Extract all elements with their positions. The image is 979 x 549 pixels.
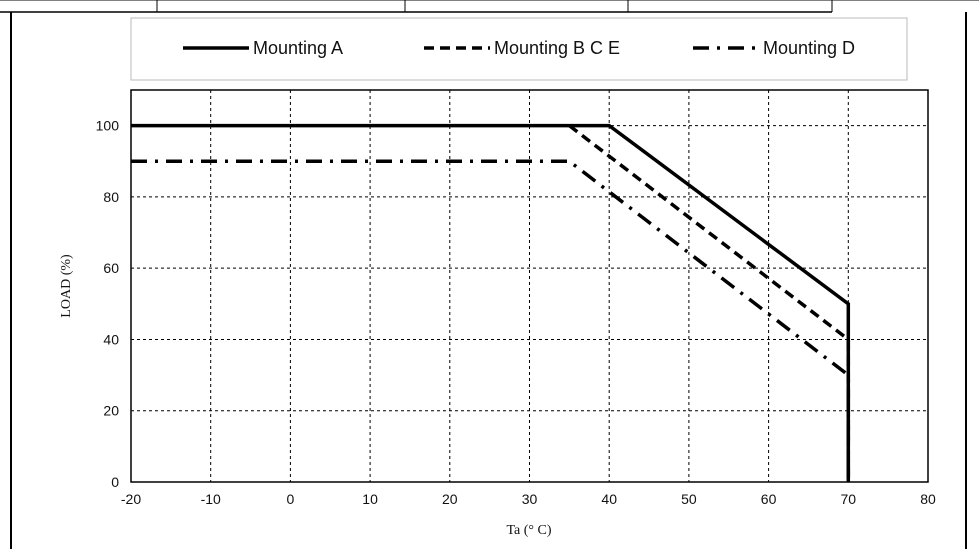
- legend: Mounting A Mounting B C E Mounting D: [130, 17, 908, 81]
- series-line-3: [131, 159, 851, 482]
- x-axis-ticks: -20 -10 0 10 20 30 40 50 60 70 80: [121, 491, 936, 507]
- y-tick-label: 60: [103, 260, 119, 276]
- x-tick-label: 10: [362, 491, 378, 507]
- series-line-2: [568, 124, 851, 482]
- x-tick-label: 30: [522, 491, 538, 507]
- legend-label-1: Mounting A: [253, 38, 343, 58]
- y-axis-ticks: 0 20 40 60 80 100: [96, 118, 120, 490]
- x-tick-label: -20: [121, 491, 141, 507]
- y-tick-label: 80: [103, 189, 119, 205]
- x-tick-label: 40: [601, 491, 617, 507]
- y-axis-label: LOAD (%): [59, 254, 74, 318]
- plot-area: -20 -10 0 10 20 30 40 50 60 70 80 0 20 40 60 80 100: [96, 89, 936, 507]
- x-tick-label: 70: [841, 491, 857, 507]
- header-table-edge: [0, 0, 979, 13]
- series-lines: [131, 123, 851, 482]
- x-tick-label: 80: [920, 491, 936, 507]
- plot-frame: [130, 89, 929, 483]
- y-tick-label: 0: [111, 474, 119, 490]
- y-tick-label: 20: [103, 403, 119, 419]
- x-tick-label: 60: [761, 491, 777, 507]
- x-tick-label: 50: [681, 491, 697, 507]
- x-tick-label: -10: [201, 491, 221, 507]
- legend-label-3: Mounting D: [763, 38, 855, 58]
- x-axis-label: Ta (° C): [506, 523, 551, 538]
- x-tick-label: 0: [287, 491, 295, 507]
- y-tick-label: 40: [103, 331, 119, 347]
- legend-box: [130, 17, 908, 81]
- y-tick-label: 100: [96, 118, 120, 134]
- x-tick-label: 20: [442, 491, 458, 507]
- legend-label-2: Mounting B C E: [494, 38, 620, 58]
